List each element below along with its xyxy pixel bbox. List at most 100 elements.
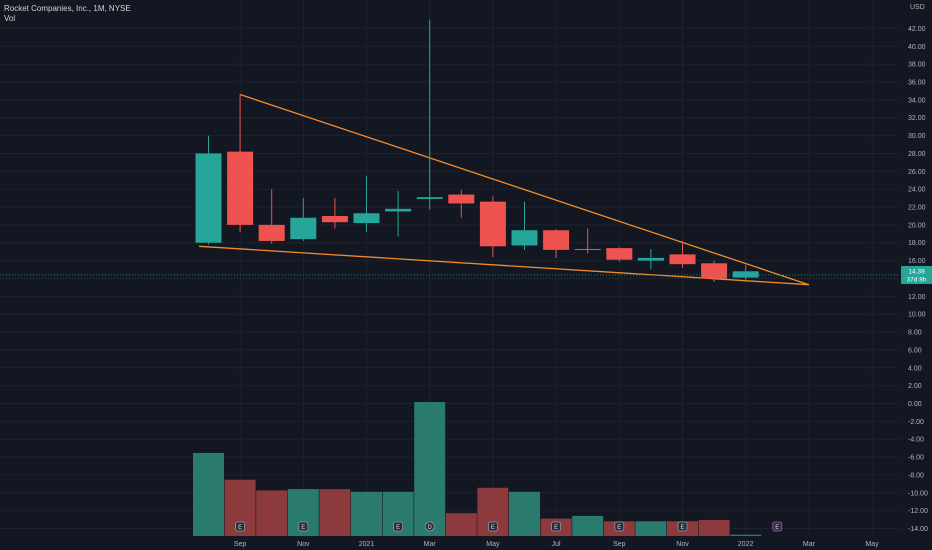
candle-body <box>479 201 506 247</box>
y-tick-label: 0.00 <box>908 401 922 408</box>
volume-bar <box>698 519 730 536</box>
y-tick-label: 16.00 <box>908 258 926 265</box>
price-label-value: 14.39 <box>908 268 925 275</box>
candle-body <box>543 230 570 250</box>
x-tick-label: 2022 <box>738 541 754 548</box>
candle-body <box>227 151 254 225</box>
event-marker[interactable] <box>298 521 309 532</box>
candle-body <box>732 271 759 278</box>
volume-bar <box>572 515 604 536</box>
x-tick-label: 2021 <box>359 541 375 548</box>
volume-bar <box>414 402 446 536</box>
event-marker[interactable] <box>772 521 783 532</box>
price-label-box <box>901 265 932 284</box>
x-tick-label: Mar <box>803 541 816 548</box>
y-tick-label: 26.00 <box>908 169 926 176</box>
candle-body <box>574 248 601 250</box>
y-tick-label: 8.00 <box>908 330 922 337</box>
y-tick-label: 18.00 <box>908 240 926 247</box>
candle-body <box>511 230 538 246</box>
event-marker-symbol: E <box>775 525 779 531</box>
volume-bar <box>319 489 351 536</box>
volume-legend[interactable]: Vol <box>4 14 16 23</box>
trendline <box>239 93 810 286</box>
y-tick-label: 40.00 <box>908 44 926 51</box>
x-tick-label: Mar <box>424 541 437 548</box>
y-tick-label: 4.00 <box>908 365 922 372</box>
volume-bars <box>193 402 762 536</box>
volume-bar <box>256 490 288 536</box>
currency-label: USD <box>910 4 925 11</box>
event-marker-symbol: E <box>554 525 558 531</box>
event-marker[interactable] <box>677 521 688 532</box>
y-tick-label: 2.00 <box>908 383 922 390</box>
y-tick-label: -12.00 <box>908 508 928 515</box>
candle-body <box>195 153 222 243</box>
chart-grid <box>0 0 900 536</box>
y-tick-label: 6.00 <box>908 347 922 354</box>
x-tick-label: May <box>865 541 879 548</box>
y-tick-label: -10.00 <box>908 490 928 497</box>
event-marker[interactable] <box>487 521 498 532</box>
symbol-title[interactable]: Rocket Companies, Inc., 1M, NYSE <box>4 4 131 13</box>
event-marker[interactable] <box>235 521 246 532</box>
x-tick-label: Sep <box>234 541 247 548</box>
y-tick-label: -4.00 <box>908 437 924 444</box>
candle-body <box>637 257 664 261</box>
y-tick-label: 24.00 <box>908 187 926 194</box>
candle-body <box>385 208 412 212</box>
event-marker-symbol: E <box>680 525 684 531</box>
y-tick-label: 28.00 <box>908 151 926 158</box>
candle-body <box>669 254 696 265</box>
candle-body <box>416 197 443 199</box>
y-tick-label: 36.00 <box>908 80 926 87</box>
x-tick-label: Nov <box>676 541 689 548</box>
event-marker[interactable] <box>614 521 625 532</box>
event-marker-symbol: D <box>428 525 433 531</box>
y-tick-label: 34.00 <box>908 97 926 104</box>
candle-body <box>701 263 728 279</box>
y-tick-label: 10.00 <box>908 312 926 319</box>
volume-bar <box>509 491 540 536</box>
y-tick-label: -8.00 <box>908 472 924 479</box>
candle-body <box>606 248 633 260</box>
event-marker[interactable] <box>393 521 404 532</box>
x-tick-label: Jul <box>552 541 561 548</box>
volume-bar <box>193 452 224 536</box>
y-tick-label: 32.00 <box>908 115 926 122</box>
price-label-countdown: 37d 8h <box>907 276 927 283</box>
x-tick-label: Sep <box>613 541 626 548</box>
y-tick-label: 20.00 <box>908 222 926 229</box>
event-marker-symbol: E <box>301 525 305 531</box>
candlesticks <box>195 19 759 283</box>
y-tick-label: 30.00 <box>908 133 926 140</box>
candle-body <box>321 215 348 223</box>
x-tick-label: May <box>486 541 500 548</box>
candle-body <box>258 224 285 241</box>
event-marker[interactable] <box>424 521 435 532</box>
y-tick-label: 22.00 <box>908 205 926 212</box>
y-tick-label: 12.00 <box>908 294 926 301</box>
y-tick-label: 38.00 <box>908 62 926 69</box>
volume-bar <box>635 521 667 536</box>
time-axis[interactable]: Sep Nov 2021 Mar May Jul Sep Nov 2022 Mar May <box>234 541 879 548</box>
candle-body <box>448 194 475 204</box>
y-tick-label: -2.00 <box>908 419 924 426</box>
y-tick-label: -14.00 <box>908 526 928 533</box>
price-axis[interactable]: 42.00 40.00 38.00 36.00 34.00 32.00 30.00 28.00… <box>908 4 928 533</box>
y-tick-label: -6.00 <box>908 455 924 462</box>
candle-body <box>353 213 380 224</box>
event-marker-symbol: E <box>396 525 400 531</box>
volume-bar <box>730 534 762 536</box>
x-tick-label: Nov <box>297 541 310 548</box>
candle-body <box>290 217 317 240</box>
event-marker[interactable] <box>551 521 561 532</box>
chart-legend: Rocket Companies, Inc., 1M, NYSE Vol <box>4 4 131 24</box>
y-tick-label: 42.00 <box>908 26 926 33</box>
event-marker-symbol: E <box>238 525 242 531</box>
volume-bar <box>351 491 382 536</box>
event-marker-symbol: E <box>491 525 495 531</box>
